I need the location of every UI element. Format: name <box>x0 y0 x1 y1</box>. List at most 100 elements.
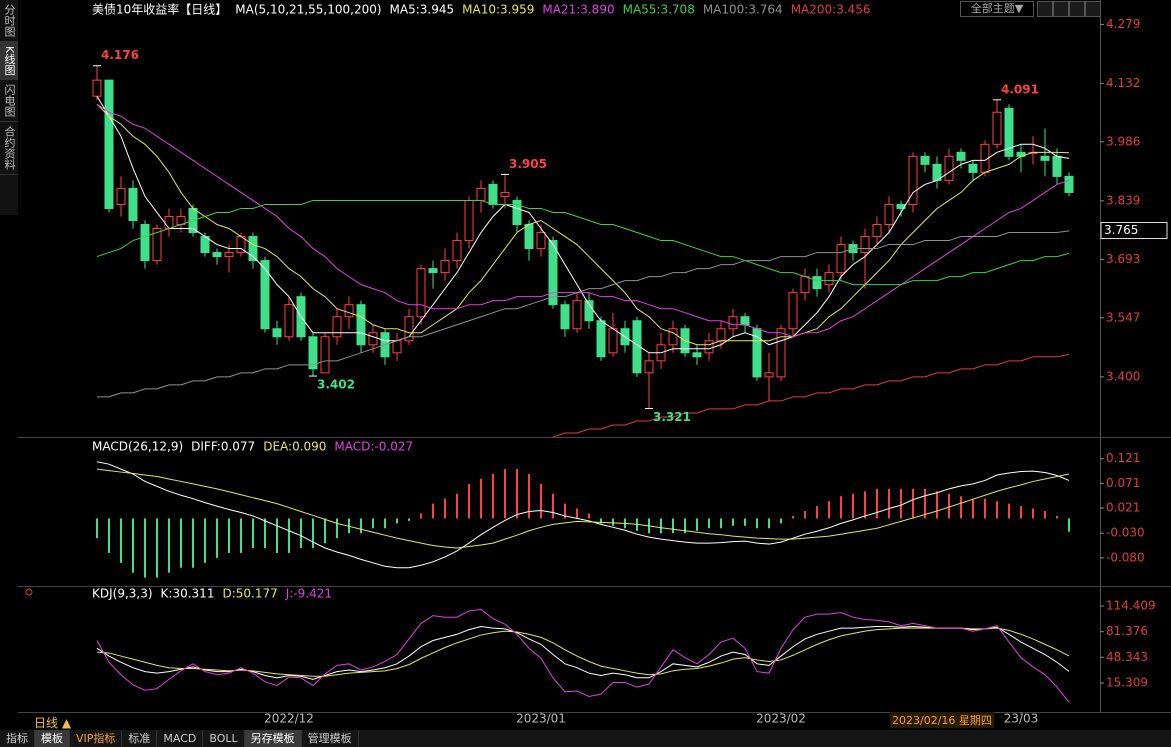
candle-body <box>968 163 978 173</box>
macd-bar <box>576 508 578 519</box>
candle-body <box>1064 175 1074 193</box>
candle-body <box>92 79 102 97</box>
indicator-line <box>96 461 1070 569</box>
candle-body <box>776 328 786 378</box>
candle-body <box>716 328 726 342</box>
macd-bar <box>504 469 506 519</box>
candle-body <box>368 332 378 346</box>
macd-bar <box>840 496 842 519</box>
icon-button[interactable] <box>1069 1 1085 17</box>
macd-bar <box>876 488 878 519</box>
chart: 4.279 4.132 3.986 3.839 3.693 3.547 3.400 美债10年… <box>0 0 1171 730</box>
period-button[interactable]: 日线 ▲ <box>34 716 72 730</box>
settings-dot[interactable] <box>25 588 33 596</box>
y-tick-label: 48.343 <box>1106 650 1148 664</box>
macd-bar <box>552 493 554 519</box>
candle-body <box>596 320 606 358</box>
candle-body <box>332 316 342 338</box>
candle-body <box>584 300 594 322</box>
legend-item: D:50.177 <box>222 587 277 601</box>
candle-body <box>644 360 654 374</box>
ma-line <box>97 230 1070 398</box>
macd-bar <box>528 474 530 519</box>
icon-button[interactable] <box>1053 1 1069 17</box>
candle-body <box>548 240 558 306</box>
icon-button[interactable] <box>1085 1 1101 17</box>
legend-item: MA55:3.708 <box>623 3 695 17</box>
macd-bar <box>816 506 818 519</box>
candle-body <box>512 199 522 225</box>
macd-bar <box>828 501 830 519</box>
legend-item: 美债10年收益率【日线】 <box>92 2 227 17</box>
candle-body <box>1004 107 1014 157</box>
tab[interactable]: 标准 <box>122 730 158 747</box>
candle-body <box>356 304 366 346</box>
background <box>0 0 1171 730</box>
macd-bar <box>252 518 254 549</box>
x-tick-label: 2023/01 <box>516 712 566 726</box>
macd-bar <box>108 518 110 553</box>
candle-body <box>608 328 618 354</box>
tab[interactable]: 另存模板 <box>244 730 302 747</box>
candle-body <box>308 336 318 370</box>
candle-body <box>164 215 174 230</box>
side-tab[interactable]: 分时图 <box>0 0 18 42</box>
candle-body <box>812 276 822 290</box>
macd-bar <box>768 518 770 529</box>
macd-bar <box>324 518 326 544</box>
macd-bar <box>936 491 938 519</box>
macd-bar <box>132 518 134 573</box>
theme-button[interactable]: 全部主题▼ <box>960 1 1034 17</box>
macd-bar <box>264 518 266 549</box>
legend-item: KDJ(9,3,3) <box>92 587 153 601</box>
macd-bar <box>312 518 314 549</box>
side-tab[interactable]: K线图 <box>0 42 18 81</box>
legend-item: DIFF:0.077 <box>191 440 255 454</box>
macd-bar <box>420 513 422 519</box>
macd-bar <box>516 469 518 519</box>
side-tab[interactable]: 闪电图 <box>0 80 18 123</box>
tab[interactable]: BOLL <box>203 730 245 747</box>
cursor-date: 2023/02/16 星期四 <box>890 712 994 728</box>
macd-bar <box>360 518 362 534</box>
tab[interactable]: 模板 <box>35 730 70 747</box>
indicator-line <box>96 468 1070 549</box>
candle-body <box>800 276 810 294</box>
y-tick-label: 3.693 <box>1106 252 1140 266</box>
candle-body <box>560 304 570 330</box>
tab[interactable]: VIP指标 <box>70 730 123 747</box>
macd-bar <box>468 483 470 519</box>
tab[interactable]: 指标 <box>0 730 35 747</box>
candle-body <box>440 260 450 274</box>
macd-bar <box>1032 508 1034 519</box>
candle-body <box>428 268 438 274</box>
candle-body <box>824 272 834 286</box>
tab[interactable]: MACD <box>157 730 204 747</box>
candle-body <box>152 228 162 262</box>
extreme-label: 4.091 <box>1001 82 1039 96</box>
y-tick-label: 4.279 <box>1106 17 1140 31</box>
macd-bar <box>480 478 482 519</box>
icon-button[interactable] <box>1037 1 1053 17</box>
candle-body <box>248 236 258 262</box>
candle-body <box>344 304 354 318</box>
tab[interactable]: 管理模板 <box>302 730 359 747</box>
extreme-label: 3.321 <box>653 410 691 424</box>
side-tab[interactable]: 合约资料 <box>0 122 18 176</box>
candle-body <box>704 340 714 354</box>
macd-bar <box>1044 511 1046 519</box>
macd-bar <box>372 518 374 529</box>
y-tick-label: -0.030 <box>1106 526 1145 540</box>
macd-bar <box>192 518 194 568</box>
candle-body <box>284 304 294 338</box>
legend-item: MACD:-0.027 <box>334 440 413 454</box>
macd-bar <box>984 498 986 519</box>
ma-line <box>96 103 1070 338</box>
macd-bar <box>384 518 386 529</box>
macd-bar <box>888 488 890 519</box>
legend-item: J:-9.421 <box>285 587 332 601</box>
macd-bar <box>336 518 338 539</box>
legend-item: DEA:0.090 <box>263 440 326 454</box>
tab-bar: 指标 模板 VIP指标 标准 MACD BOLL 另存模板 管理模板 <box>0 730 1171 747</box>
x-tick-label: 2022/12 <box>264 712 314 726</box>
